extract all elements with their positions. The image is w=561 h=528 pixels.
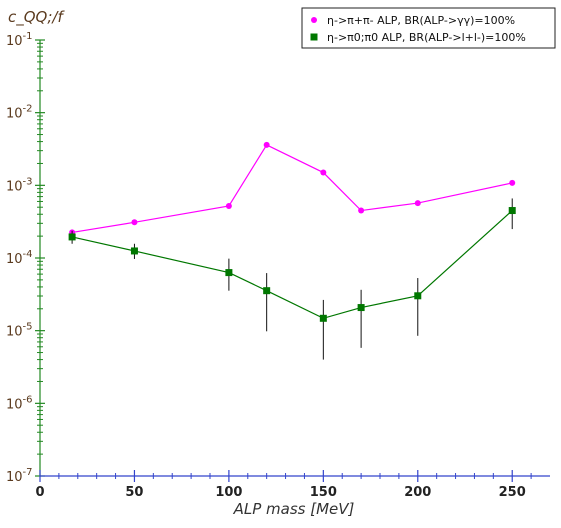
series-line <box>72 144 513 234</box>
y-tick-exponent: -7 <box>23 467 33 478</box>
x-axis-title: ALP mass [MeV] <box>233 500 355 518</box>
y-tick-base: 10 <box>6 107 23 122</box>
series-layer <box>68 141 516 360</box>
legend: η->π+π- ALP, BR(ALP->γγ)=100% η->π0;π0 AL… <box>301 7 556 49</box>
x-tick-label: 0 <box>35 485 44 500</box>
data-point <box>358 207 365 214</box>
y-tick-base: 10 <box>6 34 23 49</box>
y-tick-label: 10-6 <box>6 394 33 412</box>
data-point <box>225 202 232 209</box>
y-tick-exponent: -1 <box>23 31 33 42</box>
y-tick-label: 10-1 <box>6 31 33 49</box>
y-tick-exponent: -6 <box>23 394 33 405</box>
y-tick-label: 10-3 <box>6 176 33 194</box>
x-axis: 0 50 100 150 200 250 <box>35 470 550 500</box>
data-point <box>320 169 327 176</box>
data-point <box>68 233 76 241</box>
x-tick-label: 50 <box>125 485 143 500</box>
y-axis: 10-110-210-310-410-510-610-7 <box>6 31 45 485</box>
data-point <box>357 304 365 312</box>
legend-label: η->π0;π0 ALP, BR(ALP->l+l-)=100% <box>327 31 526 44</box>
y-tick-exponent: -5 <box>23 322 33 333</box>
legend-label: η->π+π- ALP, BR(ALP->γγ)=100% <box>327 14 515 27</box>
series-line <box>71 210 513 319</box>
x-tick-label: 150 <box>310 485 337 500</box>
data-point <box>263 287 271 295</box>
series-0 <box>69 141 516 236</box>
data-point <box>509 179 516 186</box>
data-point <box>131 219 138 226</box>
y-tick-label: 10-4 <box>6 249 33 267</box>
y-tick-exponent: -3 <box>23 176 33 187</box>
data-point <box>508 207 516 215</box>
data-point <box>225 269 233 277</box>
data-point <box>130 247 138 255</box>
x-tick-label: 250 <box>499 485 526 500</box>
y-tick-base: 10 <box>6 470 23 485</box>
y-tick-exponent: -4 <box>23 249 33 260</box>
legend-marker <box>311 17 317 23</box>
x-tick-label: 100 <box>215 485 242 500</box>
y-axis-title: c_QQ;/f <box>8 8 65 27</box>
y-tick-base: 10 <box>6 252 23 267</box>
y-tick-label: 10-2 <box>6 104 33 122</box>
data-point <box>263 141 270 148</box>
x-tick-label: 200 <box>404 485 431 500</box>
y-tick-base: 10 <box>6 325 23 340</box>
series-1 <box>68 198 516 360</box>
data-point <box>319 314 327 322</box>
data-point <box>414 200 421 207</box>
legend-marker <box>310 33 318 41</box>
y-tick-base: 10 <box>6 397 23 412</box>
legend-box <box>301 7 556 49</box>
y-tick-exponent: -2 <box>23 104 33 115</box>
y-tick-label: 10-7 <box>6 467 33 485</box>
y-tick-label: 10-5 <box>6 322 33 340</box>
data-point <box>414 292 422 300</box>
y-tick-base: 10 <box>6 179 23 194</box>
